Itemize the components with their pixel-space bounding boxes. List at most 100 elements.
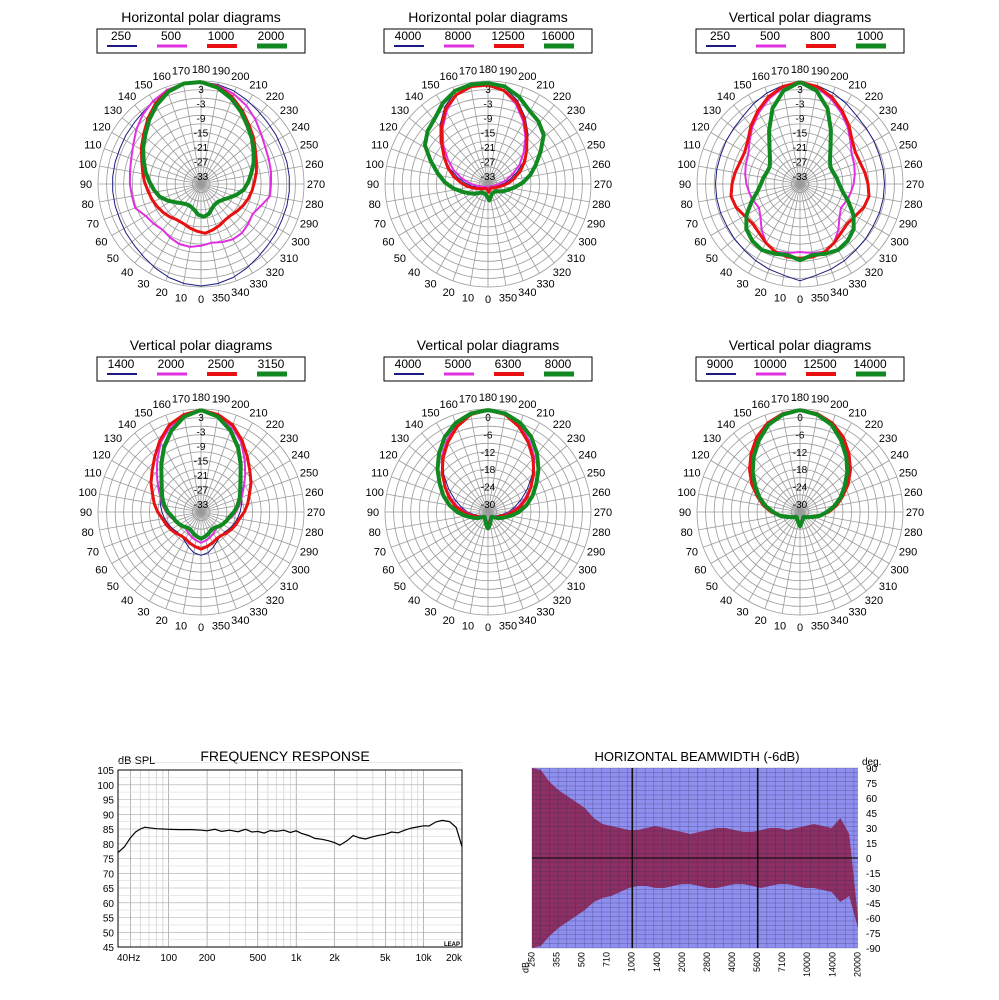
- polar-spoke: [733, 511, 801, 592]
- polar-spoke: [487, 460, 578, 513]
- polar-spoke: [799, 87, 836, 185]
- polar-angle-label: 130: [391, 433, 409, 445]
- polar-spoke: [200, 511, 291, 564]
- polar-angle-label: 160: [440, 71, 458, 83]
- polar-spoke: [200, 511, 281, 579]
- polar-angle-label: 60: [694, 237, 706, 249]
- polar-ring-label: 3: [797, 85, 803, 96]
- polar-spoke: [799, 165, 902, 185]
- polar-spoke: [200, 511, 253, 602]
- polar-angle-label: 120: [691, 122, 709, 134]
- polar-spoke: [733, 183, 801, 264]
- polar-spoke: [391, 183, 489, 220]
- polar-series-2000: [141, 80, 256, 219]
- polar-spoke: [200, 117, 281, 185]
- polar-spoke: [200, 422, 253, 513]
- legend-entry-label: 12500: [491, 29, 525, 43]
- polar-angle-label: 130: [104, 105, 122, 117]
- y-tick-label: -15: [866, 869, 881, 880]
- polar-legend-box: [695, 356, 905, 382]
- legend-entry-label: 250: [710, 29, 730, 43]
- polar-series-2000: [155, 409, 247, 544]
- polar-angle-label: 250: [899, 140, 917, 152]
- legend-entry-label: 9000: [707, 357, 734, 371]
- polar-spoke: [764, 87, 801, 185]
- x-tick-label: 20000: [852, 952, 862, 977]
- polar-angle-label: 170: [459, 66, 477, 78]
- polar-legend-box: [383, 356, 593, 382]
- polar-angle-label: 310: [567, 253, 585, 265]
- polar-ring-label: -12: [481, 448, 496, 459]
- polar-angle-label: 50: [394, 253, 406, 265]
- polar-spoke: [111, 460, 202, 513]
- polar-angle-label: 300: [890, 565, 908, 577]
- polar-angle-label: 320: [266, 267, 284, 279]
- polar-angle-label: 10: [175, 292, 187, 304]
- polar-angle-label: 140: [118, 419, 136, 431]
- polar-angle-label: 130: [703, 105, 721, 117]
- legend-entry-label: 12500: [803, 357, 837, 371]
- polar-ring-label: -3: [796, 100, 805, 111]
- polar-angle-label: 20: [755, 287, 767, 299]
- polar-angle-label: 250: [899, 468, 917, 480]
- polar-spoke: [703, 148, 801, 185]
- polar-angle-label: 270: [307, 179, 325, 191]
- polar-spoke: [200, 183, 220, 286]
- polar-spoke: [799, 410, 819, 513]
- polar-spoke: [104, 148, 202, 185]
- y-tick-label: 60: [103, 899, 115, 910]
- polar-angle-label: 180: [192, 392, 210, 404]
- polar-title: Vertical polar diagrams: [130, 337, 272, 353]
- legend-entry-label: 2000: [258, 29, 285, 43]
- polar-spoke: [710, 511, 801, 564]
- polar-spoke: [799, 117, 880, 185]
- polar-series-14000: [750, 408, 850, 529]
- polar-angle-label: 100: [79, 159, 97, 171]
- polar-spoke: [487, 511, 524, 609]
- polar-angle-label: 0: [198, 622, 204, 634]
- polar-spoke: [487, 493, 590, 513]
- polar-angle-label: 300: [578, 237, 596, 249]
- polar-ring-label: 3: [198, 85, 204, 96]
- polar-spoke: [487, 183, 540, 274]
- polar-angle-label: 270: [594, 507, 612, 519]
- polar-ring-label: -21: [194, 143, 209, 154]
- polar-angle-label: 180: [791, 64, 809, 76]
- polar-angle-label: 260: [305, 159, 323, 171]
- polar-angle-label: 200: [231, 399, 249, 411]
- polar-angle-label: 60: [694, 565, 706, 577]
- polar-legend-box: [695, 28, 905, 54]
- polar-spoke: [398, 511, 489, 564]
- x-tick-label: 1k: [291, 953, 303, 964]
- polar-grid: [97, 80, 305, 288]
- polar-angle-label: 70: [374, 218, 386, 230]
- polar-angle-label: 150: [421, 407, 439, 419]
- polar-spoke: [121, 117, 202, 185]
- x-tick-label: 500: [577, 952, 587, 967]
- polar-angle-label: 210: [249, 407, 267, 419]
- polar-spoke: [99, 511, 202, 531]
- polar-spoke: [111, 183, 202, 236]
- polar-angle-label: 280: [592, 527, 610, 539]
- polar-angle-label: 110: [371, 468, 389, 480]
- polar-angle-label: 80: [82, 527, 94, 539]
- polar-angle-label: 230: [567, 433, 585, 445]
- polar-angle-label: 230: [879, 105, 897, 117]
- polar-angle-label: 30: [137, 607, 149, 619]
- y-tick-label: -90: [866, 944, 881, 955]
- polar-spoke: [200, 183, 268, 264]
- polar-angle-label: 230: [879, 433, 897, 445]
- polar-ring-label: -15: [793, 129, 808, 140]
- polar-angle-label: 210: [848, 407, 866, 419]
- x-tick-label: 2000: [677, 952, 687, 972]
- legend-entry-label: 4000: [395, 357, 422, 371]
- x-tick-label: 10000: [802, 952, 812, 977]
- polar-spoke: [799, 183, 867, 264]
- x-tick-label: 200: [199, 953, 216, 964]
- polar-angle-label: 180: [192, 64, 210, 76]
- polar-spoke: [720, 445, 801, 513]
- polar-ring-label: -18: [481, 465, 496, 476]
- polar-angle-label: 70: [87, 218, 99, 230]
- polar-angle-label: 250: [300, 468, 318, 480]
